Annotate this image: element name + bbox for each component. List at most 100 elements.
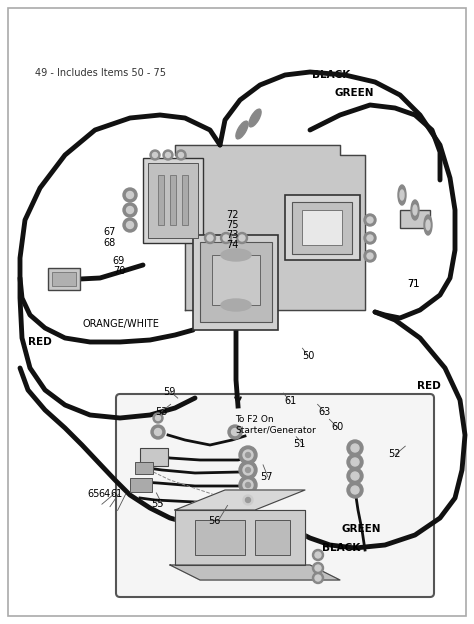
Ellipse shape	[246, 497, 250, 502]
Text: 60: 60	[332, 422, 344, 432]
Text: 61: 61	[110, 489, 122, 499]
Text: 49 - Includes Items 50 - 75: 49 - Includes Items 50 - 75	[35, 68, 166, 78]
Text: 67: 67	[103, 227, 116, 237]
Ellipse shape	[351, 486, 359, 494]
FancyBboxPatch shape	[292, 202, 352, 254]
Text: 57: 57	[260, 472, 272, 482]
Ellipse shape	[127, 207, 134, 213]
Text: 55: 55	[151, 499, 163, 509]
FancyBboxPatch shape	[195, 520, 245, 555]
FancyBboxPatch shape	[52, 272, 76, 286]
Ellipse shape	[221, 299, 251, 311]
Ellipse shape	[153, 413, 163, 423]
Ellipse shape	[239, 491, 257, 509]
FancyBboxPatch shape	[130, 478, 152, 492]
Text: 50: 50	[302, 351, 315, 361]
Ellipse shape	[367, 253, 373, 259]
Text: 53: 53	[155, 407, 168, 417]
Text: 51: 51	[293, 439, 305, 449]
Ellipse shape	[221, 249, 251, 261]
Text: 71: 71	[407, 279, 419, 289]
Text: 75: 75	[227, 220, 239, 230]
Ellipse shape	[347, 454, 363, 470]
FancyBboxPatch shape	[143, 158, 203, 243]
Ellipse shape	[123, 218, 137, 232]
Ellipse shape	[347, 468, 363, 484]
Ellipse shape	[151, 425, 165, 439]
Ellipse shape	[398, 185, 406, 205]
Text: 56: 56	[209, 516, 221, 526]
FancyBboxPatch shape	[182, 175, 188, 225]
Ellipse shape	[220, 233, 231, 243]
Text: GREEN: GREEN	[341, 524, 381, 534]
Ellipse shape	[123, 188, 137, 202]
Ellipse shape	[351, 472, 359, 480]
Text: BLACK: BLACK	[322, 543, 361, 553]
Ellipse shape	[246, 452, 250, 457]
Ellipse shape	[231, 429, 238, 436]
Ellipse shape	[127, 192, 134, 198]
Ellipse shape	[424, 215, 432, 235]
Ellipse shape	[312, 562, 323, 573]
Ellipse shape	[351, 444, 359, 452]
Ellipse shape	[243, 450, 253, 460]
Text: BLACK: BLACK	[312, 70, 350, 80]
Polygon shape	[175, 490, 305, 510]
FancyBboxPatch shape	[400, 210, 430, 228]
Ellipse shape	[400, 190, 404, 200]
Ellipse shape	[312, 572, 323, 583]
Ellipse shape	[413, 205, 417, 215]
Text: 59: 59	[164, 387, 176, 397]
Polygon shape	[175, 510, 305, 565]
Ellipse shape	[207, 235, 213, 241]
Text: 64: 64	[99, 489, 111, 499]
Ellipse shape	[364, 214, 376, 226]
FancyBboxPatch shape	[285, 195, 360, 260]
Ellipse shape	[236, 121, 248, 139]
Text: RED: RED	[28, 337, 52, 347]
Ellipse shape	[223, 235, 229, 241]
Ellipse shape	[127, 222, 134, 228]
Ellipse shape	[411, 200, 419, 220]
Ellipse shape	[150, 150, 160, 160]
Ellipse shape	[239, 476, 257, 494]
FancyBboxPatch shape	[135, 462, 153, 474]
Ellipse shape	[367, 235, 373, 241]
Ellipse shape	[204, 233, 216, 243]
Ellipse shape	[153, 152, 157, 157]
Ellipse shape	[155, 429, 162, 436]
Text: 68: 68	[103, 238, 116, 248]
Ellipse shape	[364, 250, 376, 262]
Text: 71: 71	[407, 279, 419, 289]
Ellipse shape	[237, 233, 247, 243]
FancyBboxPatch shape	[116, 394, 434, 597]
Ellipse shape	[163, 150, 173, 160]
Ellipse shape	[123, 203, 137, 217]
Text: 72: 72	[227, 210, 239, 220]
FancyBboxPatch shape	[8, 8, 466, 616]
Ellipse shape	[315, 552, 321, 558]
FancyBboxPatch shape	[140, 448, 168, 466]
Text: 52: 52	[388, 449, 400, 459]
FancyBboxPatch shape	[212, 255, 260, 305]
Text: 69: 69	[113, 256, 125, 266]
Ellipse shape	[239, 235, 245, 241]
Ellipse shape	[351, 458, 359, 466]
Ellipse shape	[315, 565, 321, 571]
Text: GREEN: GREEN	[335, 88, 374, 98]
Ellipse shape	[249, 109, 261, 127]
FancyBboxPatch shape	[148, 163, 198, 238]
Text: ORANGE/WHITE: ORANGE/WHITE	[83, 319, 160, 329]
FancyBboxPatch shape	[200, 242, 272, 322]
Ellipse shape	[364, 232, 376, 244]
Ellipse shape	[239, 461, 257, 479]
Text: 61: 61	[284, 396, 297, 406]
Text: 65: 65	[88, 489, 100, 499]
Polygon shape	[170, 565, 340, 580]
Text: 70: 70	[113, 266, 125, 276]
Ellipse shape	[347, 440, 363, 456]
Ellipse shape	[367, 217, 373, 223]
Ellipse shape	[246, 482, 250, 487]
Ellipse shape	[246, 467, 250, 472]
Ellipse shape	[347, 482, 363, 498]
